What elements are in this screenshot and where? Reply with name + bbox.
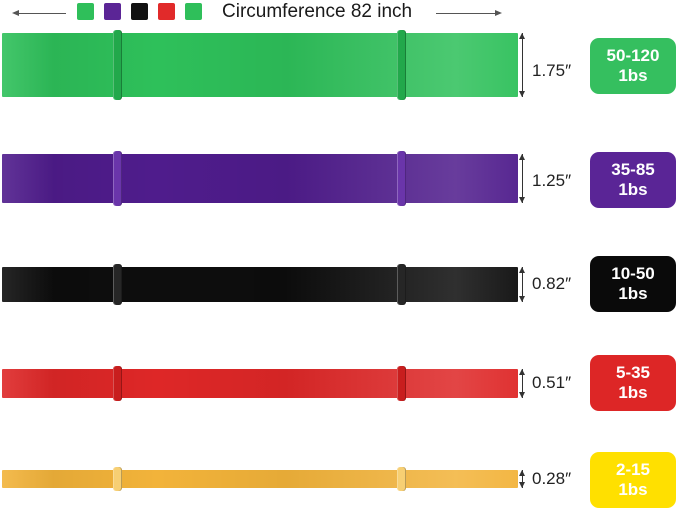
circumference-arrow-left — [12, 10, 66, 16]
resistance-range: 50-120 — [606, 46, 660, 65]
resistance-badge: 10-50 1bs — [590, 256, 676, 312]
circumference-title: Circumference 82 inch — [222, 1, 413, 22]
band-clip — [397, 467, 406, 491]
resistance-range: 35-85 — [611, 160, 655, 179]
band-clip — [113, 366, 122, 401]
band-clip — [397, 264, 406, 305]
resistance-band-red — [2, 366, 518, 401]
resistance-range: 2-15 — [615, 460, 651, 479]
band-width-label: 1.75″ — [532, 61, 572, 80]
width-arrow-icon — [519, 33, 525, 97]
resistance-unit: 1bs — [618, 66, 648, 85]
band-clip — [397, 30, 406, 100]
band-clip — [397, 151, 406, 206]
resistance-range: 10-50 — [611, 264, 655, 283]
resistance-badge: 5-35 1bs — [590, 355, 676, 411]
color-swatch-green-2 — [185, 3, 202, 20]
band-width-label: 0.82″ — [532, 274, 572, 293]
band-clip — [113, 30, 122, 100]
width-arrow-icon — [519, 154, 525, 203]
width-arrow-icon — [519, 369, 525, 398]
color-swatch-purple — [104, 3, 121, 20]
resistance-badge: 35-85 1bs — [590, 152, 676, 208]
header: Circumference 82 inch — [0, 0, 679, 24]
band-width-label: 0.51″ — [532, 373, 572, 392]
resistance-band-black — [2, 264, 518, 305]
resistance-unit: 1bs — [618, 383, 648, 402]
resistance-band-purple — [2, 151, 518, 206]
color-swatch-green — [77, 3, 94, 20]
resistance-unit: 1bs — [618, 180, 648, 199]
band-width-label: 1.25″ — [532, 171, 572, 190]
color-swatch-black — [131, 3, 148, 20]
circumference-arrow-right — [436, 10, 502, 16]
resistance-badge: 2-15 1bs — [590, 452, 676, 508]
resistance-range: 5-35 — [615, 363, 651, 382]
band-clip — [397, 366, 406, 401]
width-arrow-icon — [519, 267, 525, 302]
color-swatch-red — [158, 3, 175, 20]
band-width-label: 0.28″ — [532, 469, 572, 488]
band-clip — [113, 467, 122, 491]
resistance-unit: 1bs — [618, 480, 648, 499]
band-clip — [113, 151, 122, 206]
resistance-band-green — [2, 30, 518, 100]
resistance-unit: 1bs — [618, 284, 648, 303]
resistance-band-yellow — [2, 467, 518, 491]
width-arrow-icon — [519, 470, 525, 488]
band-clip — [113, 264, 122, 305]
resistance-badge: 50-120 1bs — [590, 38, 676, 94]
